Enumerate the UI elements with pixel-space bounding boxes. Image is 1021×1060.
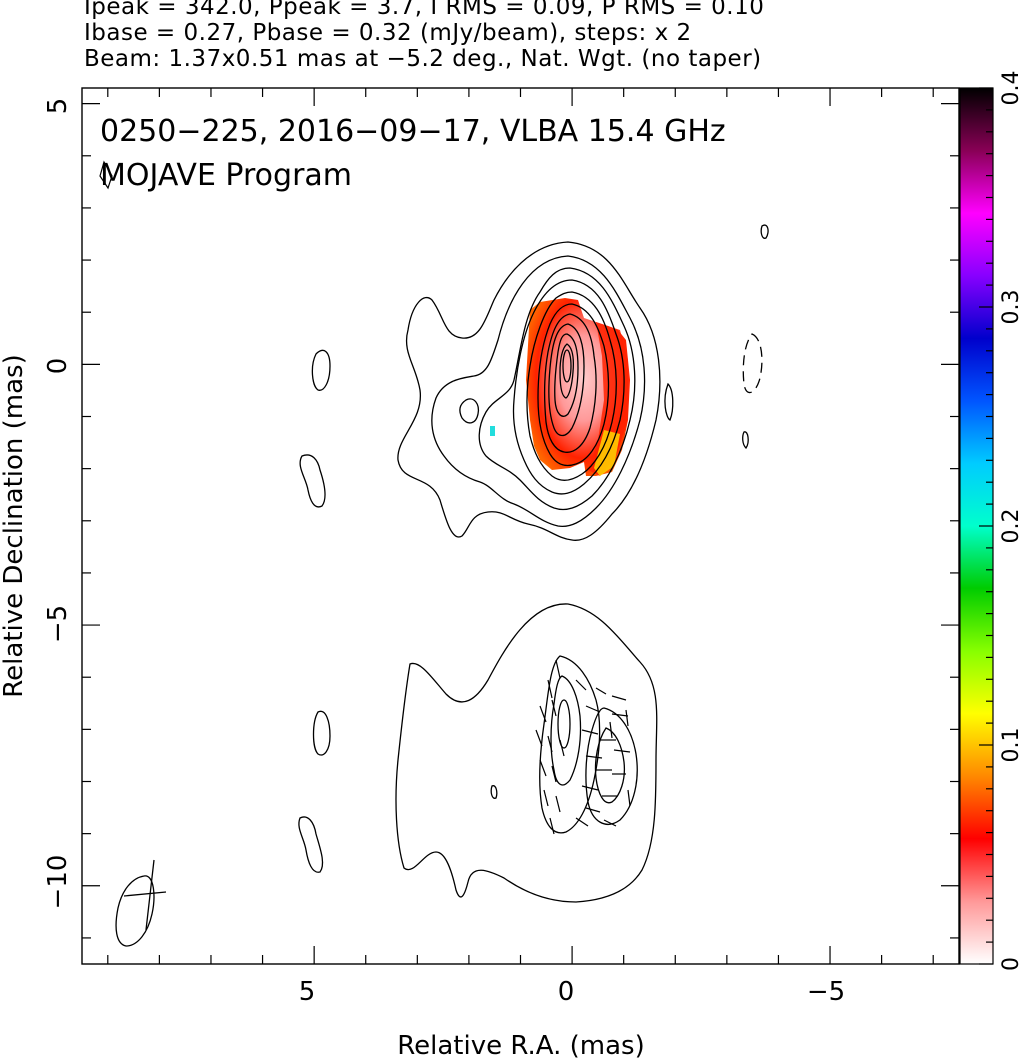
contour-island-1 <box>311 349 331 391</box>
contour-upper-2 <box>431 255 646 528</box>
contour-upper-10 <box>559 343 574 399</box>
contour-lower-6 <box>594 727 626 804</box>
total-intensity-contours <box>299 224 769 541</box>
contour-upper-8 <box>548 323 585 437</box>
contour-lower-5 <box>585 707 638 825</box>
contour-upper-3 <box>478 267 636 511</box>
y-tick-label-minus5: −5 <box>43 605 73 643</box>
map-subtitle: MOJAVE Program <box>100 158 352 193</box>
contour-lower-1 <box>395 603 658 903</box>
header-line-base: Ibase = 0.27, Pbase = 0.32 (mJy/beam), s… <box>84 20 692 46</box>
y-tick-label-5: 5 <box>43 98 73 115</box>
colorbar-label-0.1: 0.1 <box>999 728 1021 763</box>
axis-ticks <box>82 88 959 964</box>
beam-ellipse <box>115 859 167 947</box>
x-axis-label: Relative R.A. (mas) <box>397 1031 644 1060</box>
header-info: Ipeak = 342.0, Ppeak = 3.7, I RMS = 0.09… <box>84 0 964 72</box>
map-title: 0250−225, 2016−09−17, VLBA 15.4 GHz <box>100 114 726 149</box>
contour-upper-5 <box>526 291 617 481</box>
y-axis-label: Relative Declination (mas) <box>0 354 29 697</box>
contour-lower-4 <box>557 699 571 749</box>
contour-island-4 <box>664 382 674 421</box>
polarization-pixel-cyan <box>490 426 495 436</box>
contour-negative <box>742 333 763 394</box>
x-tick-label-0: 0 <box>558 977 575 1007</box>
contour-upper-6 <box>537 303 610 467</box>
contour-upper-9 <box>554 333 579 417</box>
x-tick-label-minus5: −5 <box>807 977 845 1007</box>
colorbar-label-0.4: 0.4 <box>999 71 1021 106</box>
colorbar-label-0.2: 0.2 <box>999 509 1021 544</box>
contour-upper-11 <box>562 349 572 383</box>
contour-lower-island-3 <box>490 785 498 799</box>
plot-frame <box>81 87 960 965</box>
y-tick-label-minus10: −10 <box>43 855 73 910</box>
map-content <box>115 224 769 947</box>
polarized-intensity-contours <box>298 603 658 903</box>
x-tick-label-5: 5 <box>299 977 316 1007</box>
title-beam-glyph <box>99 160 113 190</box>
contour-upper-7 <box>544 313 597 453</box>
contour-island-5 <box>760 224 769 239</box>
contour-lower-island-2 <box>298 816 324 873</box>
header-line-peak: Ipeak = 342.0, Ppeak = 3.7, I RMS = 0.09… <box>84 0 765 20</box>
contour-upper-4 <box>512 279 625 495</box>
colorbar-label-0: 0 <box>999 957 1021 971</box>
colorbar-ticks <box>979 87 993 965</box>
contour-lower-2 <box>539 655 601 834</box>
contour-lower-3 <box>550 675 582 786</box>
evpa-ticks <box>535 659 631 835</box>
contour-island-2 <box>299 454 326 508</box>
contour-lower-island-1 <box>312 710 331 756</box>
contour-island-6 <box>742 431 749 450</box>
colorbar-label-0.3: 0.3 <box>999 290 1021 325</box>
y-tick-label-0: 0 <box>43 358 73 375</box>
contour-upper-1 <box>397 241 661 541</box>
header-line-beam: Beam: 1.37x0.51 mas at −5.2 deg., Nat. W… <box>84 46 762 72</box>
contour-island-3 <box>459 398 480 424</box>
